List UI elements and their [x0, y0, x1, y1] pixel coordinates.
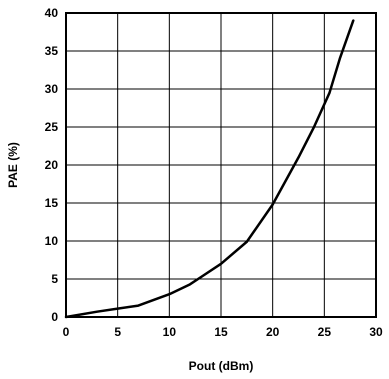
- y-tick-label: 15: [45, 196, 59, 210]
- x-tick-label: 30: [369, 325, 383, 339]
- x-tick-label: 5: [114, 325, 121, 339]
- y-tick-label: 40: [45, 6, 59, 20]
- x-axis-label: Pout (dBm): [189, 359, 254, 373]
- grid: [65, 12, 377, 318]
- series-line: [64, 19, 355, 319]
- x-tick-label: 20: [266, 325, 280, 339]
- y-tick-label: 30: [45, 82, 59, 96]
- x-tick-label: 15: [214, 325, 228, 339]
- y-tick-label: 10: [45, 234, 59, 248]
- x-tick-label: 25: [318, 325, 332, 339]
- x-tick-label: 0: [63, 325, 70, 339]
- y-axis-label: PAE (%): [6, 142, 20, 188]
- x-tick-label: 10: [163, 325, 177, 339]
- y-tick-label: 20: [45, 158, 59, 172]
- y-tick-label: 35: [45, 44, 59, 58]
- series-layer: [64, 19, 355, 319]
- y-tick-labels: 0 5 10 15 20 25 30 35 40: [45, 6, 59, 324]
- y-tick-label: 0: [51, 310, 58, 324]
- y-tick-label: 25: [45, 120, 59, 134]
- plot-frame: [65, 12, 377, 318]
- y-tick-label: 5: [51, 272, 58, 286]
- x-tick-labels: 0 5 10 15 20 25 30: [63, 325, 383, 339]
